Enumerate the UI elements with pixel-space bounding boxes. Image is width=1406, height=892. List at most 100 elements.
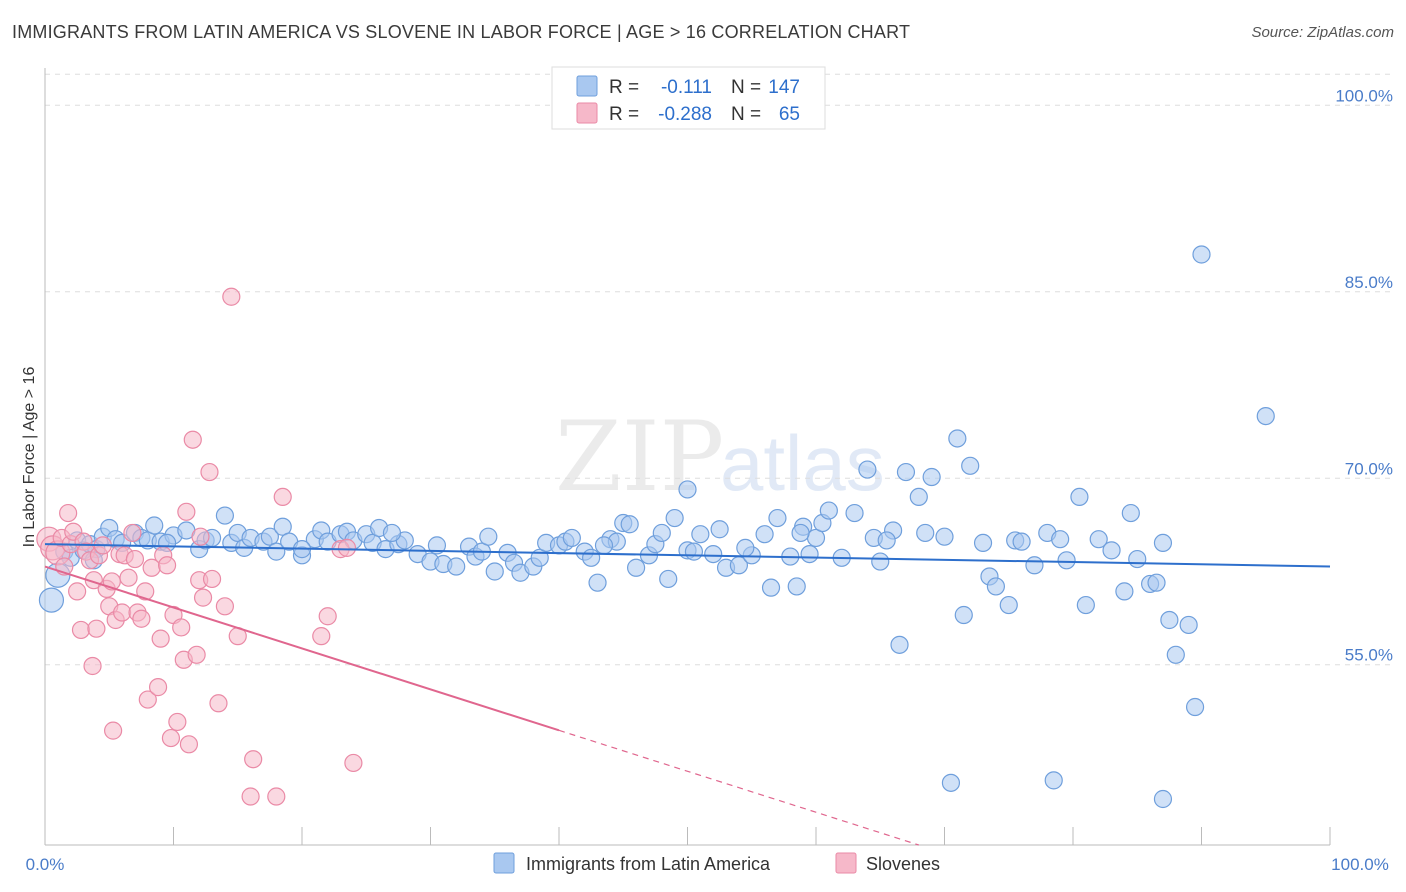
point-pink-38 xyxy=(168,712,187,732)
trend-line-pink-extrapolated xyxy=(558,729,919,846)
point-blue-105 xyxy=(935,527,954,546)
chart-title: IMMIGRANTS FROM LATIN AMERICA VS SLOVENE… xyxy=(12,22,911,42)
point-pink-32 xyxy=(148,678,168,697)
gridlines xyxy=(45,73,1395,666)
point-blue-131 xyxy=(1185,697,1205,717)
point-blue-102 xyxy=(909,487,928,507)
legend-r-value-2: -0.288 xyxy=(658,104,712,125)
point-blue-117 xyxy=(1051,530,1070,549)
point-pink-46 xyxy=(193,588,213,607)
point-blue-53 xyxy=(479,527,498,546)
point-pink-44 xyxy=(187,645,206,664)
point-pink-35 xyxy=(157,556,177,575)
point-blue-70 xyxy=(620,515,639,534)
x-ticks xyxy=(44,827,1331,845)
point-blue-95 xyxy=(845,503,864,523)
point-blue-93 xyxy=(819,501,838,520)
point-blue-71 xyxy=(626,558,646,577)
point-pink-30 xyxy=(138,690,157,709)
point-pink-54 xyxy=(244,750,263,769)
point-blue-145 xyxy=(1147,573,1166,592)
point-blue-78 xyxy=(684,542,704,561)
point-pink-29 xyxy=(136,582,155,601)
stats-legend: R = -0.111 N = 147 R = -0.288 N = 65 xyxy=(551,66,826,130)
series-legend: Immigrants from Latin America Slovenes xyxy=(493,852,940,874)
point-pink-47 xyxy=(200,462,219,482)
point-blue-133 xyxy=(1256,406,1275,426)
point-pink-41 xyxy=(177,502,196,521)
point-pink-28 xyxy=(132,609,151,628)
point-blue-147 xyxy=(678,480,697,499)
legend-r-value-1: -0.111 xyxy=(661,77,712,98)
point-blue-140 xyxy=(791,523,810,543)
point-pink-62 xyxy=(191,527,210,546)
point-pink-25 xyxy=(123,523,142,543)
point-pink-51 xyxy=(222,287,241,306)
point-blue-109 xyxy=(973,533,993,553)
point-blue-75 xyxy=(659,569,678,589)
x-tick-label-min: 0.0% xyxy=(26,855,65,874)
point-blue-138 xyxy=(877,531,896,550)
point-blue-119 xyxy=(1070,487,1089,507)
series-legend-swatch-blue xyxy=(493,852,515,874)
legend-n-value-2: 65 xyxy=(779,104,800,125)
point-blue-118 xyxy=(1057,551,1076,570)
point-blue-114 xyxy=(1012,532,1031,551)
point-pink-33 xyxy=(151,629,170,648)
point-pink-61 xyxy=(344,753,363,773)
watermark: ZIP atlas xyxy=(555,401,885,513)
point-blue-139 xyxy=(594,536,614,555)
point-pink-64 xyxy=(83,656,102,676)
point-blue-74 xyxy=(652,523,671,543)
point-pink-26 xyxy=(125,549,145,569)
point-pink-56 xyxy=(273,487,292,507)
point-pink-63 xyxy=(104,721,123,740)
legend-n-value-1: 147 xyxy=(768,77,800,98)
point-blue-128 xyxy=(1160,610,1179,630)
point-blue-144 xyxy=(1044,771,1063,790)
point-blue-120 xyxy=(1076,595,1095,615)
point-blue-87 xyxy=(768,508,787,528)
point-blue-121 xyxy=(1089,530,1108,549)
point-blue-143 xyxy=(941,773,961,792)
point-blue-76 xyxy=(665,508,684,528)
point-blue-146 xyxy=(1153,789,1173,809)
point-blue-130 xyxy=(1179,615,1198,635)
point-pink-55 xyxy=(267,787,286,806)
point-blue-122 xyxy=(1102,541,1121,560)
series-legend-label-2: Slovenes xyxy=(866,854,940,874)
y-tick-label-2: 85.0% xyxy=(1345,273,1393,292)
point-blue-100 xyxy=(890,635,909,654)
scatter-points xyxy=(36,245,1275,809)
point-blue-81 xyxy=(710,520,729,539)
point-blue-65 xyxy=(582,548,601,567)
legend-n-label-1: N = xyxy=(731,77,761,98)
point-pink-8 xyxy=(68,582,87,601)
point-blue-129 xyxy=(1166,645,1185,664)
point-blue-127 xyxy=(1153,533,1173,553)
point-blue-54 xyxy=(485,562,504,581)
point-blue-98 xyxy=(871,552,890,571)
y-tick-label-3: 100.0% xyxy=(1335,86,1393,105)
y-tick-label-1: 70.0% xyxy=(1345,459,1393,478)
point-blue-132 xyxy=(1192,245,1211,264)
point-blue-101 xyxy=(896,462,916,482)
trend-line-pink xyxy=(44,565,560,732)
point-blue-22 xyxy=(215,506,234,525)
point-blue-89 xyxy=(787,577,806,596)
point-pink-39 xyxy=(172,618,191,637)
point-blue-111 xyxy=(986,577,1006,596)
point-blue-123 xyxy=(1115,582,1134,601)
point-pink-36 xyxy=(161,728,181,748)
source-label: Source: ZipAtlas.com xyxy=(1251,24,1394,41)
point-blue-103 xyxy=(916,523,935,543)
watermark-atlas: atlas xyxy=(720,419,885,507)
point-blue-49 xyxy=(447,557,466,576)
point-blue-112 xyxy=(999,595,1018,615)
point-pink-24 xyxy=(119,568,138,587)
series-legend-swatch-pink xyxy=(835,852,857,874)
series-legend-label-1: Immigrants from Latin America xyxy=(526,854,771,874)
y-tick-label-0: 55.0% xyxy=(1345,646,1393,665)
y-tick-labels: 55.0% 70.0% 85.0% 100.0% xyxy=(1335,86,1393,664)
